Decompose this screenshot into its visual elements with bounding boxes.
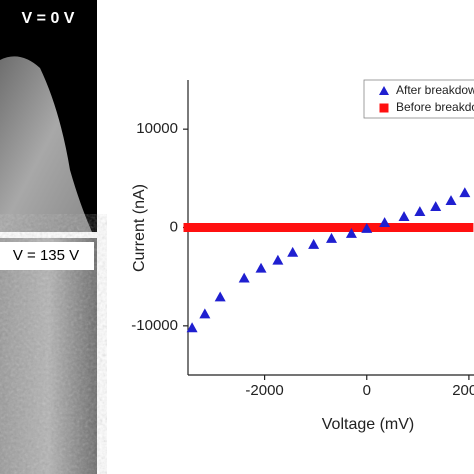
square-marker: [367, 223, 377, 232]
chart: -10000 0 10000 -2000 0 2000 Voltage (mV) Curren…: [131, 79, 474, 433]
square-marker: [418, 223, 428, 232]
square-marker: [311, 223, 321, 232]
square-marker: [443, 223, 453, 232]
square-marker: [265, 223, 275, 232]
triangle-marker: [398, 211, 410, 221]
triangle-marker: [414, 206, 426, 216]
square-marker: [229, 223, 239, 232]
square-marker: [249, 223, 259, 232]
triangle-marker: [308, 238, 320, 249]
square-marker: [224, 223, 234, 232]
triangle-marker: [326, 232, 338, 243]
square-marker: [428, 223, 438, 232]
square-marker: [193, 223, 203, 232]
square-marker: [198, 223, 208, 232]
square-marker: [346, 223, 356, 232]
square-marker: [357, 223, 367, 232]
square-marker: [408, 223, 418, 232]
x-axis-title: Voltage (mV): [322, 416, 414, 433]
square-marker: [459, 223, 469, 232]
micrograph-bottom: V = 135 V: [0, 238, 97, 474]
triangle-marker: [459, 187, 471, 198]
square-marker: [377, 223, 387, 232]
triangle-marker: [345, 227, 357, 238]
square-marker: [438, 223, 448, 232]
square-marker: [306, 223, 316, 232]
square-marker: [449, 223, 459, 232]
square-marker: [413, 223, 423, 232]
square-marker: [433, 223, 443, 232]
y-tick-label: 10000: [136, 120, 178, 137]
square-marker: [392, 223, 402, 232]
square-marker: [295, 223, 305, 232]
square-marker: [352, 223, 362, 232]
square-marker: [255, 223, 264, 232]
x-tick-label: 2000: [452, 382, 474, 399]
x-tick-label: -2000: [245, 382, 283, 399]
square-marker: [464, 223, 474, 232]
square-marker: [300, 223, 310, 232]
y-tick-label: 0: [170, 218, 178, 235]
triangle-marker: [272, 254, 284, 265]
square-marker: [285, 223, 295, 232]
triangle-marker: [361, 222, 373, 233]
square-marker: [336, 223, 346, 232]
triangle-marker: [186, 322, 198, 333]
y-tick-label: -10000: [131, 317, 178, 334]
square-marker: [423, 223, 433, 232]
square-marker: [454, 223, 464, 232]
triangle-marker: [214, 291, 226, 302]
square-marker: [270, 223, 280, 232]
legend-label: After breakdown: [396, 83, 474, 97]
square-marker: [219, 223, 229, 232]
square-marker: [280, 223, 290, 232]
square-marker: [244, 223, 254, 232]
triangle-marker: [379, 86, 389, 95]
y-axis-title: Current (nA): [131, 184, 148, 272]
square-marker: [214, 223, 224, 232]
square-marker: [239, 223, 249, 232]
triangle-marker: [199, 308, 211, 319]
legend-label: Before breakdown: [396, 100, 474, 114]
square-marker: [341, 223, 351, 232]
square-marker: [321, 223, 331, 232]
triangle-marker: [287, 246, 299, 257]
square-marker: [403, 223, 413, 232]
triangle-marker: [430, 201, 442, 212]
square-marker: [331, 223, 341, 232]
x-tick-label: 0: [363, 382, 371, 399]
square-marker: [183, 223, 193, 232]
triangle-marker: [238, 272, 250, 283]
square-marker: [326, 223, 336, 232]
square-marker: [234, 223, 244, 232]
panel-label: V = 0 V: [22, 10, 75, 27]
square-marker: [209, 223, 219, 232]
triangle-marker: [379, 217, 391, 227]
square-marker: [188, 223, 198, 232]
square-marker: [290, 223, 300, 232]
legend: After breakdown Before breakdown: [363, 79, 474, 119]
square-marker: [398, 223, 407, 232]
square-marker: [203, 223, 213, 232]
square-marker: [382, 223, 392, 232]
square-marker: [387, 223, 397, 232]
square-marker: [316, 223, 326, 232]
square-marker: [275, 223, 285, 232]
micrograph-top: V = 0 V: [0, 0, 97, 232]
triangle-marker: [445, 195, 457, 206]
panel-label: V = 135 V: [13, 247, 79, 264]
square-marker: [372, 223, 382, 232]
triangle-marker: [255, 262, 267, 273]
square-marker: [260, 223, 270, 232]
square-marker: [379, 103, 389, 113]
